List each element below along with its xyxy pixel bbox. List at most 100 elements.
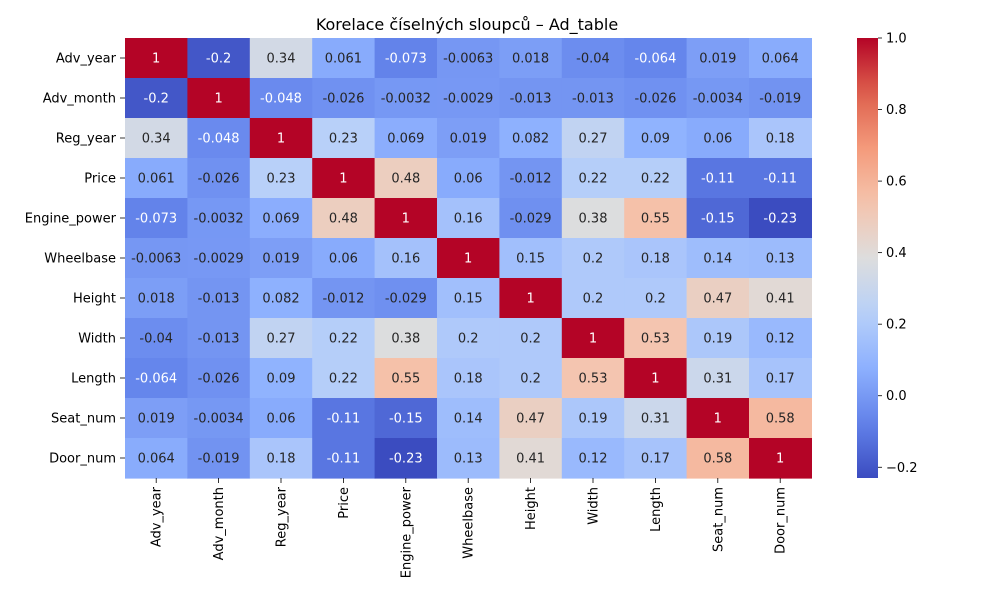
cell-value-label: 0.2 (645, 292, 666, 307)
heatmap-cell (187, 198, 251, 239)
colorbar-tick-label: −0.2 (886, 461, 918, 476)
cell-value-label: -0.013 (198, 292, 240, 307)
heatmap-cell (624, 358, 688, 399)
x-tick-label: Engine_power (399, 486, 414, 578)
heatmap-cell (249, 238, 313, 279)
heatmap-cell (312, 438, 376, 479)
cell-value-label: -0.2 (206, 52, 231, 67)
heatmap-cell (561, 318, 625, 359)
heatmap-cell (499, 318, 563, 359)
heatmap-cell (749, 118, 812, 159)
cell-value-label: -0.04 (576, 52, 610, 67)
cell-value-label: 1 (651, 372, 659, 387)
heatmap-cell (624, 278, 688, 319)
heatmap-cell (499, 438, 563, 479)
heatmap-cell (749, 38, 812, 79)
heatmap-cell (624, 438, 688, 479)
heatmap-cell (624, 158, 688, 199)
cell-value-label: -0.0063 (443, 52, 493, 67)
heatmap-cell (561, 158, 625, 199)
cell-value-label: 0.06 (703, 132, 732, 147)
heatmap-cell (125, 278, 188, 319)
heatmap-cell (374, 158, 438, 199)
cell-value-label: 1 (464, 252, 472, 267)
heatmap-cell (686, 198, 750, 239)
y-tick-label: Wheelbase (44, 252, 116, 267)
cell-value-label: 0.53 (579, 372, 608, 387)
heatmap-cell (437, 318, 500, 359)
cell-value-label: 0.16 (454, 212, 483, 227)
heatmap-cell (624, 78, 688, 119)
cell-value-label: 0.38 (579, 212, 608, 227)
heatmap-cell (624, 198, 688, 239)
cell-value-label: -0.0063 (131, 252, 181, 267)
heatmap-cell (686, 118, 750, 159)
x-tick-label: Door_num (774, 487, 789, 554)
cell-value-label: -0.11 (327, 412, 361, 427)
heatmap-cell (686, 438, 750, 479)
cell-value-label: -0.23 (389, 452, 423, 467)
cell-value-label: 1 (339, 172, 347, 187)
heatmap-cell (499, 118, 563, 159)
cell-value-label: 0.48 (329, 212, 358, 227)
x-axis: Adv_year Adv_month Reg_year Price Engine_pow… (150, 478, 789, 578)
heatmap-cell (624, 38, 688, 79)
cell-value-label: -0.04 (139, 332, 173, 347)
cell-value-label: 0.18 (267, 452, 296, 467)
heatmap-cell (374, 198, 438, 239)
cell-value-label: 1 (402, 212, 410, 227)
cell-value-label: 0.18 (641, 252, 670, 267)
heatmap-cell (187, 118, 251, 159)
heatmap-cell (374, 238, 438, 279)
cell-value-label: 0.27 (267, 332, 296, 347)
cell-value-label: 1 (526, 292, 534, 307)
cell-value-label: 0.18 (766, 132, 795, 147)
heatmap-cell (125, 158, 188, 199)
heatmap-cell (686, 278, 750, 319)
heatmap-cell (312, 118, 376, 159)
heatmap-cell (374, 278, 438, 319)
y-tick-label: Price (84, 172, 116, 187)
cell-value-label: 1 (214, 92, 222, 107)
cell-value-label: -0.15 (389, 412, 423, 427)
cell-value-label: 0.34 (142, 132, 171, 147)
cell-value-label: -0.15 (701, 212, 735, 227)
heatmap-cell (437, 198, 500, 239)
heatmap-cell (374, 318, 438, 359)
cell-value-label: 0.22 (329, 332, 358, 347)
x-tick-label: Length (649, 487, 664, 532)
heatmap-cell (499, 158, 563, 199)
cell-value-label: -0.029 (385, 292, 427, 307)
heatmap-cell (686, 358, 750, 399)
cell-value-label: 0.48 (391, 172, 420, 187)
heatmap-cell (686, 38, 750, 79)
heatmap-cell (249, 78, 313, 119)
heatmap-cell (749, 238, 812, 279)
heatmap-cell (561, 38, 625, 79)
cell-value-label: 0.019 (138, 412, 175, 427)
heatmap-cell (437, 238, 500, 279)
colorbar-tick-label: 0.4 (886, 246, 907, 261)
cell-value-label: -0.064 (634, 52, 676, 67)
cell-value-label: -0.013 (198, 332, 240, 347)
heatmap-cell (187, 158, 251, 199)
heatmap-cell (499, 38, 563, 79)
y-tick-label: Width (78, 332, 116, 347)
cell-value-label: 0.2 (458, 332, 479, 347)
heatmap-cell (374, 438, 438, 479)
cell-value-label: -0.019 (198, 452, 240, 467)
cell-value-label: 0.14 (703, 252, 732, 267)
heatmap-cell (749, 358, 812, 399)
cell-value-label: -0.019 (759, 92, 801, 107)
cell-value-label: 0.17 (641, 452, 670, 467)
cell-value-label: 0.061 (325, 52, 362, 67)
heatmap-cell (561, 358, 625, 399)
cell-value-label: -0.0032 (194, 212, 244, 227)
x-tick-label: Wheelbase (462, 487, 477, 559)
heatmap-cell (561, 198, 625, 239)
colorbar-tick-label: 0.8 (886, 103, 907, 118)
cell-value-label: -0.013 (510, 92, 552, 107)
cell-value-label: 0.31 (703, 372, 732, 387)
cell-value-label: -0.0034 (693, 92, 743, 107)
